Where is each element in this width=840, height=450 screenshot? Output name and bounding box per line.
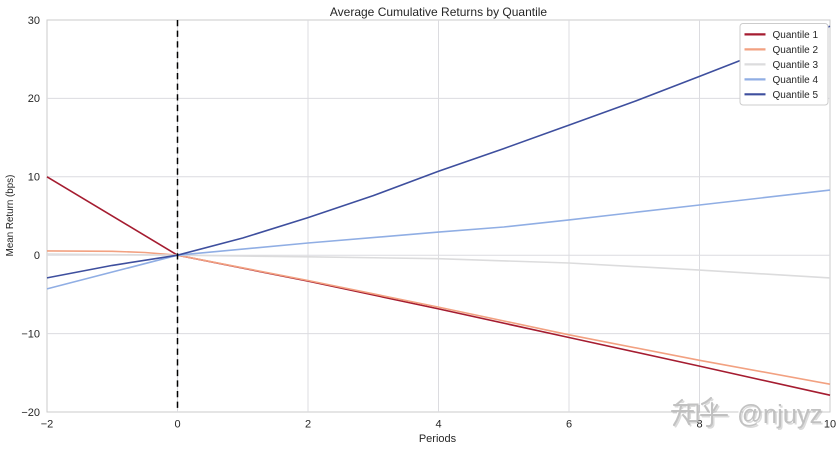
svg-text:20: 20	[28, 93, 40, 105]
svg-text:0: 0	[174, 419, 180, 431]
svg-text:@njuyz: @njuyz	[736, 400, 821, 428]
svg-text:Quantile 5: Quantile 5	[773, 90, 819, 101]
svg-text:@njuyz: @njuyz	[739, 403, 824, 431]
svg-text:Mean Return (bps): Mean Return (bps)	[5, 175, 16, 257]
svg-text:−2: −2	[41, 419, 54, 431]
svg-text:Quantile 2: Quantile 2	[773, 45, 819, 56]
svg-text:Quantile 4: Quantile 4	[773, 75, 819, 86]
svg-text:@njuyz: @njuyz	[737, 401, 822, 429]
svg-text:Average Cumulative Returns by: Average Cumulative Returns by Quantile	[330, 5, 548, 19]
svg-text:Periods: Periods	[419, 433, 457, 445]
svg-text:6: 6	[566, 419, 572, 431]
svg-text:4: 4	[435, 419, 441, 431]
svg-text:2: 2	[305, 419, 311, 431]
svg-text:0: 0	[34, 250, 40, 262]
svg-text:−20: −20	[21, 407, 40, 419]
svg-text:30: 30	[28, 15, 40, 27]
svg-text:Quantile 3: Quantile 3	[773, 60, 819, 71]
svg-text:10: 10	[28, 172, 40, 184]
svg-text:8: 8	[696, 419, 702, 431]
svg-text:10: 10	[824, 419, 836, 431]
svg-text:Quantile 1: Quantile 1	[773, 30, 819, 41]
svg-text:−10: −10	[21, 328, 40, 340]
